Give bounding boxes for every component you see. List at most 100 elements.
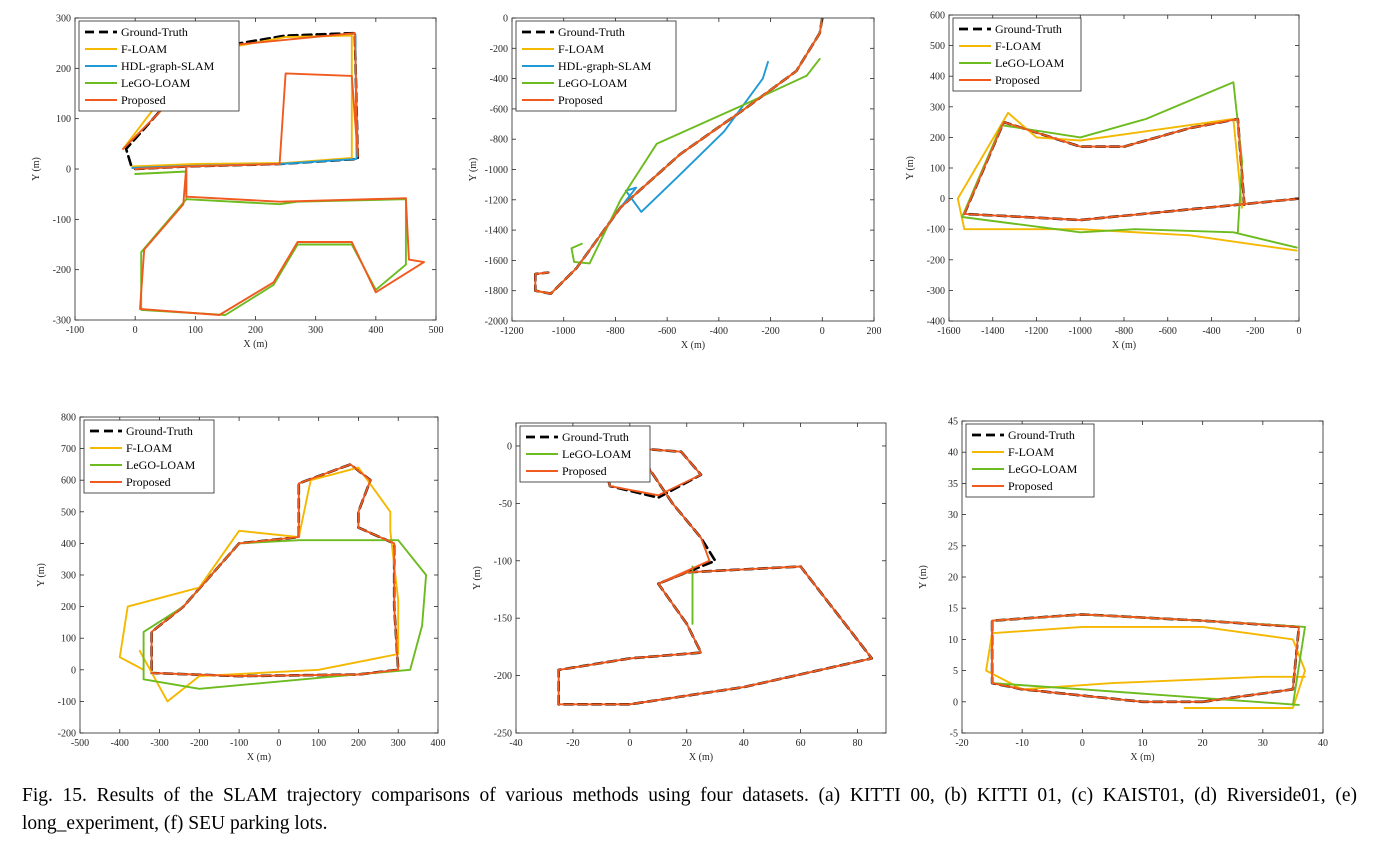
y-axis-label: Y (m) <box>472 566 483 590</box>
x-tick-label: 100 <box>311 738 326 749</box>
legend-entry: LeGO-LOAM <box>1008 462 1078 476</box>
series-group <box>956 81 1299 252</box>
y-tick-label: 400 <box>61 539 76 550</box>
x-tick-label: -800 <box>1115 326 1133 337</box>
y-tick-label: 200 <box>61 602 76 613</box>
x-axis-label: X (m) <box>243 339 267 350</box>
x-axis-label: X (m) <box>681 340 705 351</box>
y-tick-label: 0 <box>503 14 508 25</box>
legend-entry: Proposed <box>121 93 166 107</box>
x-tick-label: 80 <box>853 738 863 749</box>
legend-entry: F-LOAM <box>1008 445 1054 459</box>
legend-entry: LeGO-LOAM <box>995 56 1065 70</box>
legend: Ground-Truth F-LOAM HDL-graph-SLAM LeGO-LOA… <box>515 20 677 112</box>
y-tick-label: 100 <box>56 114 71 125</box>
y-tick-label: -300 <box>927 286 945 297</box>
y-tick-label: 200 <box>56 64 71 75</box>
y-tick-label: -1600 <box>485 256 508 267</box>
series-proposed <box>150 463 400 678</box>
series-group <box>557 433 874 706</box>
legend-entry: HDL-graph-SLAM <box>121 59 215 73</box>
panel-6: -20 -10 0 10 20 30 40 -5 0 5 10 15 20 25 30 35 40 45 X (m)… <box>918 417 1328 764</box>
series-f-loam <box>985 625 1306 709</box>
y-tick-label: -200 <box>927 255 945 266</box>
series-f-loam <box>118 466 400 703</box>
series-group <box>534 18 824 295</box>
x-tick-label: -100 <box>66 325 84 336</box>
y-axis-label: Y (m) <box>31 157 42 181</box>
y-tick-label: 100 <box>61 634 76 645</box>
y-tick-label: -200 <box>494 671 512 682</box>
y-tick-label: -100 <box>58 697 76 708</box>
series-group <box>122 31 425 316</box>
y-tick-label: -5 <box>950 729 958 740</box>
x-tick-label: -600 <box>658 326 676 337</box>
x-tick-label: 10 <box>1138 738 1148 749</box>
y-tick-label: -300 <box>53 316 71 327</box>
y-tick-label: 0 <box>66 165 71 176</box>
x-tick-label: -200 <box>761 326 779 337</box>
y-tick-label: 400 <box>930 72 945 83</box>
x-tick-label: -40 <box>509 738 522 749</box>
x-tick-label: 0 <box>133 325 138 336</box>
legend-entry: LeGO-LOAM <box>558 76 628 90</box>
x-tick-label: -100 <box>230 738 248 749</box>
y-tick-label: 300 <box>61 571 76 582</box>
legend: Ground-Truth F-LOAM LeGO-LOAM Proposed <box>965 423 1095 498</box>
y-axis-label: Y (m) <box>905 156 916 180</box>
legend-entry: Proposed <box>1008 479 1053 493</box>
y-tick-label: 500 <box>61 507 76 518</box>
y-tick-label: -200 <box>58 729 76 740</box>
legend-entry: LeGO-LOAM <box>126 458 196 472</box>
x-tick-label: -1400 <box>981 326 1004 337</box>
x-tick-label: -400 <box>710 326 728 337</box>
series-group <box>118 463 428 703</box>
x-axis-label: X (m) <box>1112 340 1136 351</box>
panel-1: -100 0 100 200 300 400 500 -300 -200 -100 0 100 200 3… <box>31 14 444 351</box>
panel-4: -500 -400 -300 -200 -100 0 100 200 300 400 -200 -10… <box>36 413 446 764</box>
x-tick-label: 100 <box>188 325 203 336</box>
axes-frame <box>515 422 887 734</box>
series-lego-loam <box>570 57 821 265</box>
y-tick-label: 500 <box>930 41 945 52</box>
y-tick-label: 300 <box>56 14 71 25</box>
legend-entry: Proposed <box>995 73 1040 87</box>
x-tick-label: -1200 <box>500 326 523 337</box>
x-tick-label: -10 <box>1015 738 1028 749</box>
x-axis-label: X (m) <box>247 752 271 763</box>
y-tick-label: -100 <box>494 556 512 567</box>
x-tick-label: -200 <box>1246 326 1264 337</box>
y-tick-label: 100 <box>930 164 945 175</box>
y-tick-label: -400 <box>490 74 508 85</box>
x-axis-label: X (m) <box>689 752 713 763</box>
series-group <box>985 613 1306 709</box>
x-tick-label: 300 <box>308 325 323 336</box>
x-tick-label: 40 <box>739 738 749 749</box>
x-axis-label: X (m) <box>1130 752 1154 763</box>
legend-entry: Ground-Truth <box>126 424 193 438</box>
x-tick-label: 0 <box>820 326 825 337</box>
x-tick-label: 0 <box>1297 326 1302 337</box>
x-tick-label: 200 <box>867 326 882 337</box>
legend: Ground-Truth F-LOAM HDL-graph-SLAM LeGO-LOA… <box>78 20 240 112</box>
x-tick-label: 0 <box>1080 738 1085 749</box>
series-proposed <box>963 118 1299 221</box>
y-axis-label: Y (m) <box>918 565 929 589</box>
y-tick-label: 0 <box>71 665 76 676</box>
y-tick-label: -250 <box>494 729 512 740</box>
x-tick-label: -400 <box>1202 326 1220 337</box>
x-tick-label: -20 <box>566 738 579 749</box>
y-tick-label: 700 <box>61 444 76 455</box>
series-lego-loam <box>142 539 428 690</box>
x-tick-label: -500 <box>71 738 89 749</box>
legend-entry: Ground-Truth <box>562 430 629 444</box>
y-tick-label: -100 <box>927 225 945 236</box>
x-tick-label: 0 <box>627 738 632 749</box>
x-tick-label: 20 <box>1198 738 1208 749</box>
figure-caption: Fig. 15. Results of the SLAM trajectory … <box>22 785 1357 834</box>
x-tick-label: -200 <box>190 738 208 749</box>
legend-entry: F-LOAM <box>121 42 167 56</box>
legend-entry: Proposed <box>558 93 603 107</box>
y-tick-label: -1800 <box>485 286 508 297</box>
y-tick-label: 40 <box>948 448 958 459</box>
